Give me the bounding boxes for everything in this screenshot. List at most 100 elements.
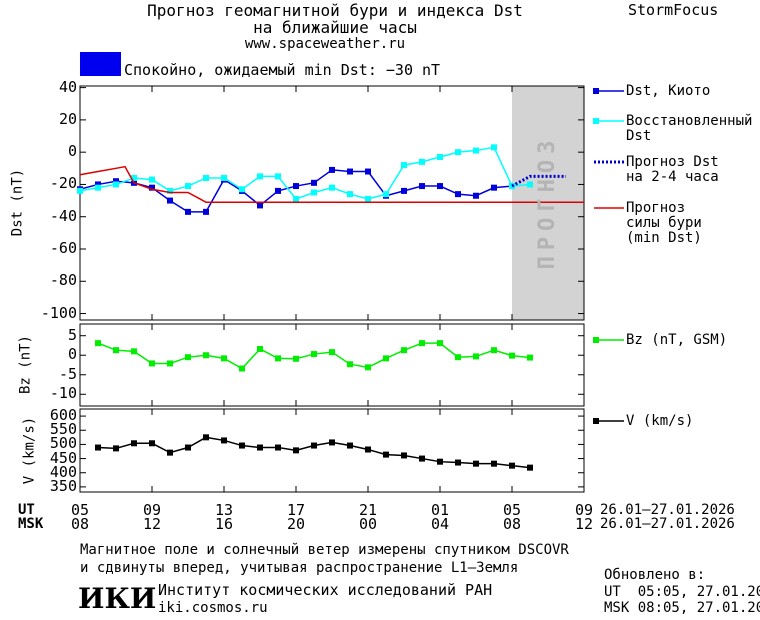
status-swatch [80, 52, 121, 76]
data-point [293, 195, 299, 202]
y-tick-label: 5 [67, 325, 77, 344]
data-point [455, 459, 461, 466]
y-tick-label: 500 [49, 434, 77, 453]
data-point [275, 173, 281, 180]
legend-entry: Восстановленный Dst [626, 113, 753, 144]
data-point [509, 183, 515, 190]
data-point [293, 447, 299, 454]
data-point [329, 349, 335, 356]
x-tick-label: 00 [358, 515, 378, 533]
data-point [383, 191, 389, 198]
data-point [347, 191, 353, 198]
data-point [239, 186, 245, 193]
data-point [473, 147, 479, 154]
series-line [79, 165, 584, 203]
data-point [509, 462, 515, 469]
data-point [401, 452, 407, 459]
series-line [97, 436, 531, 469]
data-point [275, 187, 281, 194]
data-point [221, 437, 227, 444]
data-point [311, 351, 317, 358]
data-point [293, 355, 299, 362]
legend-entry: V (km/s) [626, 413, 694, 429]
legend-entry: Прогноз силы бури (min Dst) [626, 200, 702, 246]
x-tick-label: 05 [70, 501, 90, 519]
y-tick-label: 0 [67, 142, 77, 161]
x-tick-label: 13 [214, 501, 234, 519]
data-point [95, 444, 101, 451]
y-tick-label: 550 [49, 420, 77, 439]
legend-marker [593, 418, 599, 424]
data-point [95, 340, 101, 347]
x-tick-label: 16 [214, 515, 234, 533]
data-point [203, 352, 209, 359]
y-tick-label: 20 [58, 109, 77, 128]
data-point [365, 364, 371, 371]
data-point [491, 184, 497, 191]
data-point [401, 347, 407, 354]
x-tick-label: 09 [142, 501, 162, 519]
y-tick-label: -80 [49, 271, 77, 290]
data-point [221, 355, 227, 362]
x-tick-label: 09 [574, 501, 594, 519]
x-tick-label: 12 [574, 515, 594, 533]
y-tick-label: 350 [49, 476, 77, 495]
data-point [491, 144, 497, 151]
legend-entry: Dst, Киото [626, 83, 711, 99]
data-point [149, 184, 155, 191]
data-point [257, 202, 263, 209]
data-point [455, 191, 461, 198]
data-point [167, 449, 173, 456]
data-point [329, 184, 335, 191]
brand: StormFocus [628, 1, 719, 19]
y-tick-label: -60 [49, 238, 77, 257]
data-point [113, 181, 119, 188]
data-point [77, 187, 83, 194]
legend-marker [593, 88, 599, 94]
data-point [185, 208, 191, 215]
data-point [437, 340, 443, 347]
legend-entry: Прогноз Dst на 2-4 часа [626, 154, 719, 185]
data-point [437, 183, 443, 190]
data-point [311, 442, 317, 449]
x-tick-label: 17 [286, 501, 306, 519]
legend-marker [593, 118, 599, 124]
x-tick-label: 01 [430, 501, 450, 519]
updated-title: Обновлено в: [604, 567, 706, 583]
legend-marker [593, 337, 599, 343]
date-range: 26.01–27.01.2026 [600, 502, 735, 518]
data-point [131, 440, 137, 447]
y-tick-label: -100 [40, 303, 77, 322]
data-point [275, 444, 281, 451]
y-tick-label: -10 [49, 384, 77, 403]
forecast-label: ПРОГНОЗ [535, 134, 560, 270]
data-point [185, 354, 191, 361]
data-point [401, 162, 407, 169]
url: www.spaceweather.ru [244, 36, 406, 52]
data-point [527, 354, 533, 361]
x-tick-label: 05 [502, 501, 522, 519]
data-point [347, 442, 353, 449]
series-line [511, 174, 566, 188]
y-tick-label: 0 [67, 345, 77, 364]
data-point [365, 446, 371, 453]
data-point [329, 439, 335, 446]
data-point [203, 174, 209, 181]
y-axis-label: Dst (nT) [9, 168, 26, 237]
series-line [79, 146, 531, 200]
y-axis-label: V (km/s) [21, 416, 38, 484]
data-point [365, 168, 371, 175]
data-point [419, 183, 425, 190]
data-point [455, 354, 461, 361]
data-point [95, 181, 101, 188]
y-tick-label: 400 [49, 462, 77, 481]
data-point [455, 149, 461, 156]
forecast-region [512, 86, 584, 320]
updated-msk: MSK 08:05, 27.01.2026 [604, 600, 760, 616]
data-point [437, 154, 443, 161]
x-tick-label: 21 [358, 501, 378, 519]
data-point [383, 355, 389, 362]
data-point [329, 166, 335, 173]
